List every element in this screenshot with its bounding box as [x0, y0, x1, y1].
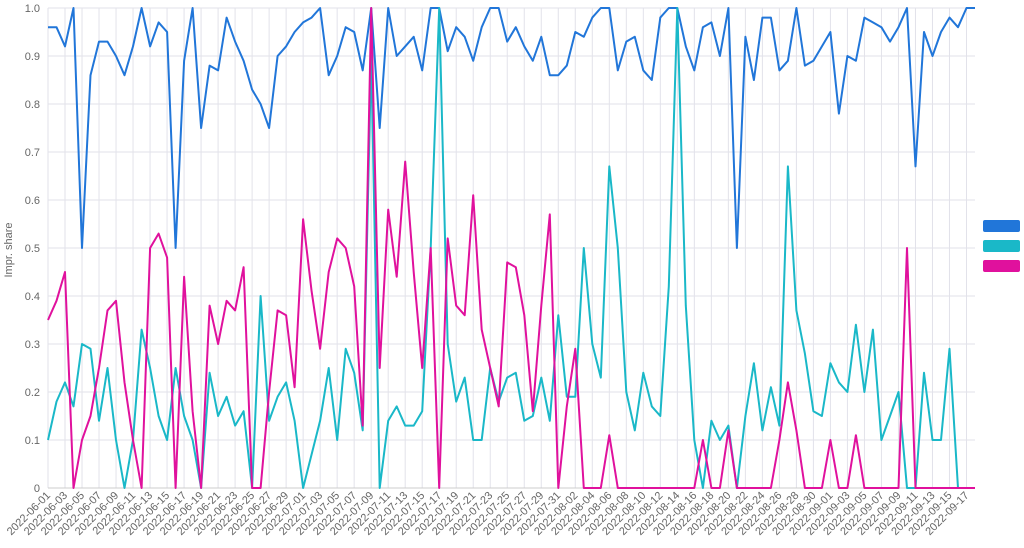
y-axis-label: Impr. share [3, 222, 15, 277]
y-tick-label: 0.8 [25, 99, 40, 111]
legend-swatch [983, 260, 1020, 272]
y-tick-label: 0 [34, 483, 40, 495]
y-tick-label: 0.9 [25, 51, 40, 63]
y-tick-label: 1.0 [25, 3, 40, 15]
legend-swatch [983, 220, 1020, 232]
y-tick-label: 0.2 [25, 387, 40, 399]
series-line [48, 7, 975, 249]
y-tick-label: 0.7 [25, 147, 40, 159]
y-tick-label: 0.3 [25, 339, 40, 351]
y-tick-label: 0.1 [25, 435, 40, 447]
legend-swatch [983, 240, 1020, 252]
y-tick-label: 0.5 [25, 243, 40, 255]
y-tick-label: 0.4 [25, 291, 40, 303]
y-tick-label: 0.6 [25, 195, 40, 207]
series-line [47, 7, 975, 489]
